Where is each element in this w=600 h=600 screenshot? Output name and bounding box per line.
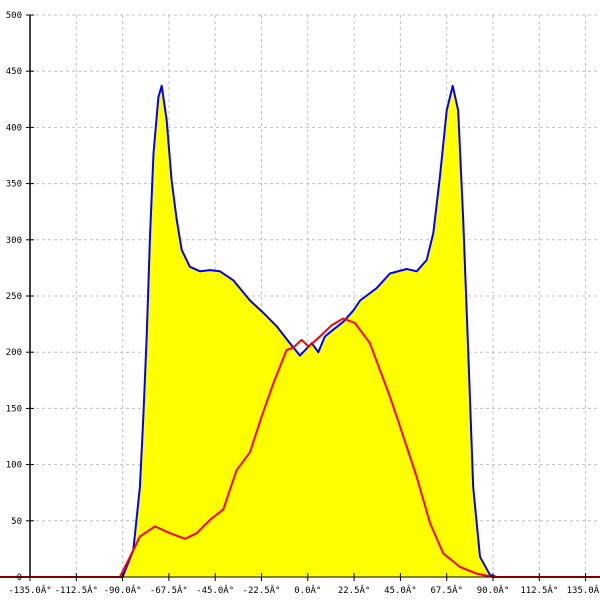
x-tick-label: 90.0Â° (477, 584, 510, 596)
y-tick-label: 100 (6, 461, 22, 471)
x-tick-label: -45.0Â° (196, 584, 234, 596)
series-layer (0, 84, 600, 578)
x-tick-label: 22.5Â° (338, 584, 371, 596)
y-tick-label: 400 (6, 123, 22, 133)
x-tick-label: 67.5Â° (430, 584, 463, 596)
x-tick-label: -135.0Â° (8, 584, 51, 596)
tick-labels: -135.0Â° -112.5Â° -90.0Â° -67.5Â° -45.0Â° -22… (6, 11, 600, 596)
series-line-red (0, 317, 600, 578)
x-tick-label: 0.0Â° (294, 584, 321, 596)
axes (0, 14, 600, 581)
y-tick-label: 150 (6, 404, 22, 414)
x-tick-label: 112.5Â° (520, 584, 558, 596)
y-tick-label: 50 (11, 517, 22, 527)
y-tick-label: 450 (6, 67, 22, 77)
x-tick-label: 45.0Â° (384, 584, 417, 596)
y-tick-label: 500 (6, 11, 22, 21)
y-tick-label: 250 (6, 292, 22, 302)
y-tick-label: 350 (6, 180, 22, 190)
x-tick-label: -67.5Â° (150, 584, 188, 596)
series-line-blue (30, 84, 586, 578)
x-tick-label: 135.0Â° (567, 584, 600, 596)
x-tick-label: -22.5Â° (243, 584, 281, 596)
area-fill (30, 85, 586, 578)
y-tick-label: 0 (17, 573, 22, 583)
y-tick-label: 200 (6, 348, 22, 358)
x-tick-label: -90.0Â° (104, 584, 142, 596)
x-tick-label: -112.5Â° (55, 584, 98, 596)
y-tick-label: 300 (6, 236, 22, 246)
